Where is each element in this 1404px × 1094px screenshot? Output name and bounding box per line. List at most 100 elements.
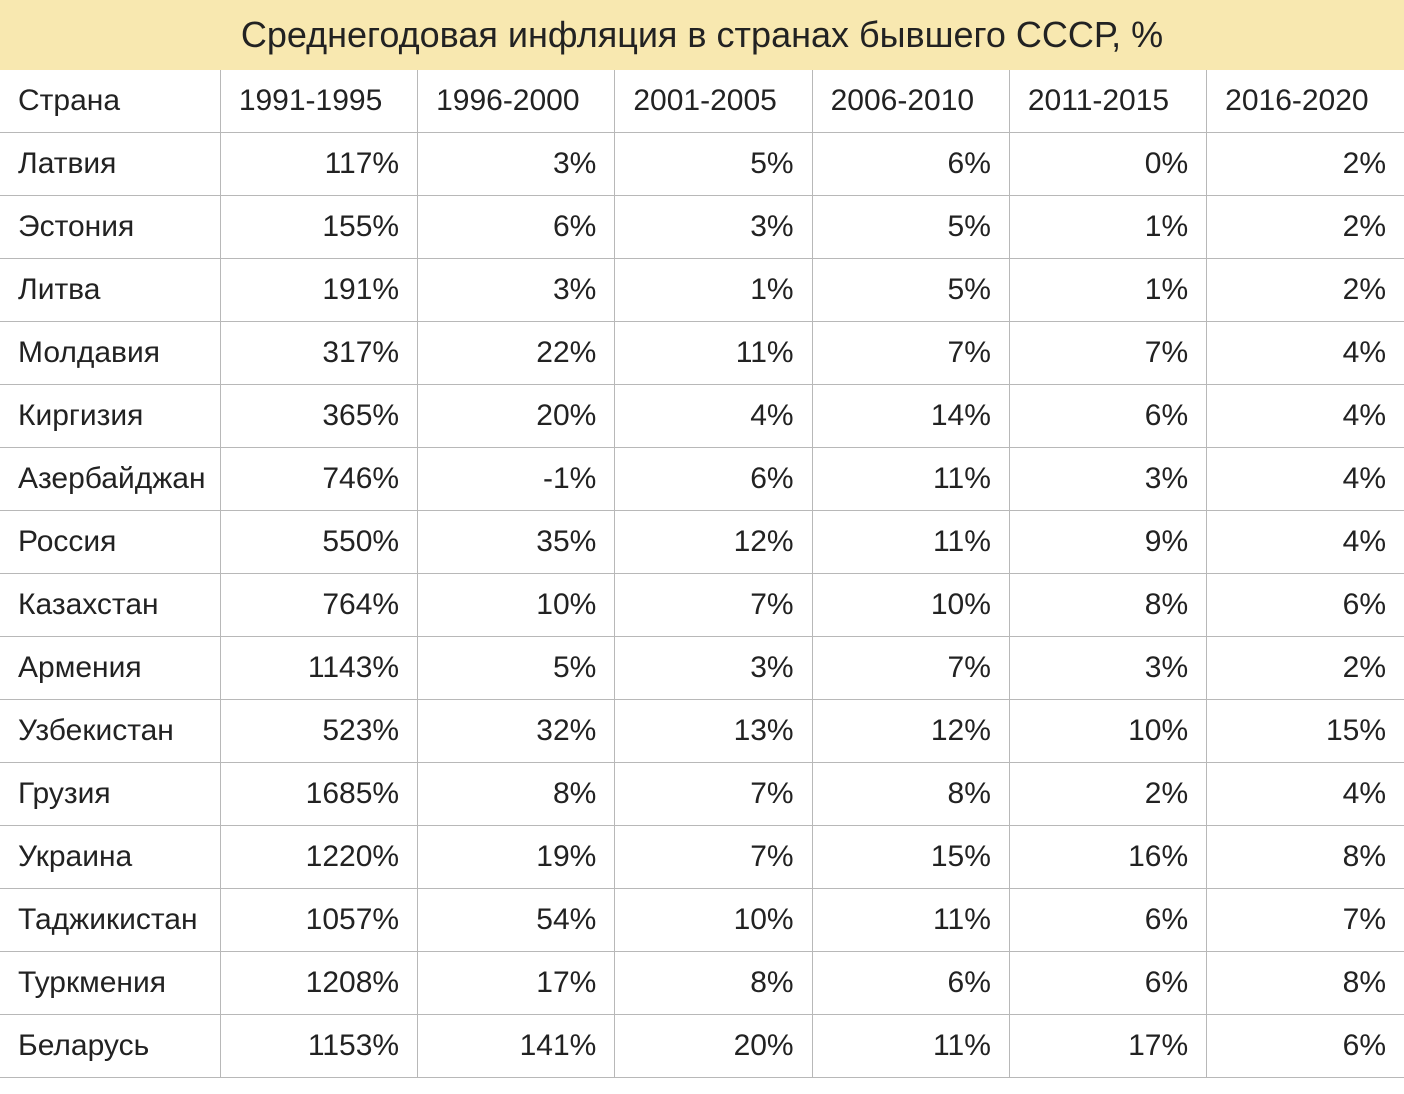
- table-row: Таджикистан1057%54%10%11%6%7%: [0, 889, 1404, 952]
- value-cell: 12%: [615, 511, 812, 574]
- value-cell: 4%: [1207, 448, 1404, 511]
- country-cell: Россия: [0, 511, 220, 574]
- value-cell: 35%: [418, 511, 615, 574]
- value-cell: 5%: [418, 637, 615, 700]
- value-cell: 1%: [615, 259, 812, 322]
- value-cell: 8%: [812, 763, 1009, 826]
- value-cell: 3%: [1009, 637, 1206, 700]
- value-cell: 1685%: [220, 763, 417, 826]
- value-cell: 3%: [1009, 448, 1206, 511]
- value-cell: 10%: [418, 574, 615, 637]
- value-cell: 2%: [1207, 196, 1404, 259]
- header-period: 2011-2015: [1009, 70, 1206, 133]
- value-cell: 17%: [418, 952, 615, 1015]
- country-cell: Украина: [0, 826, 220, 889]
- value-cell: 10%: [615, 889, 812, 952]
- value-cell: 6%: [812, 952, 1009, 1015]
- value-cell: 6%: [812, 133, 1009, 196]
- value-cell: 9%: [1009, 511, 1206, 574]
- country-cell: Туркмения: [0, 952, 220, 1015]
- country-cell: Молдавия: [0, 322, 220, 385]
- value-cell: 8%: [1009, 574, 1206, 637]
- value-cell: 2%: [1009, 763, 1206, 826]
- country-cell: Казахстан: [0, 574, 220, 637]
- value-cell: 4%: [615, 385, 812, 448]
- value-cell: 1208%: [220, 952, 417, 1015]
- table-row: Узбекистан523%32%13%12%10%15%: [0, 700, 1404, 763]
- value-cell: 4%: [1207, 763, 1404, 826]
- value-cell: 2%: [1207, 259, 1404, 322]
- table-row: Армения1143%5%3%7%3%2%: [0, 637, 1404, 700]
- value-cell: 11%: [615, 322, 812, 385]
- value-cell: 1057%: [220, 889, 417, 952]
- value-cell: 317%: [220, 322, 417, 385]
- value-cell: 3%: [615, 196, 812, 259]
- value-cell: -1%: [418, 448, 615, 511]
- header-period: 2006-2010: [812, 70, 1009, 133]
- value-cell: 764%: [220, 574, 417, 637]
- table-row: Эстония155%6%3%5%1%2%: [0, 196, 1404, 259]
- country-cell: Латвия: [0, 133, 220, 196]
- header-period: 2001-2005: [615, 70, 812, 133]
- header-country: Страна: [0, 70, 220, 133]
- value-cell: 19%: [418, 826, 615, 889]
- header-period: 2016-2020: [1207, 70, 1404, 133]
- value-cell: 3%: [418, 133, 615, 196]
- header-period: 1991-1995: [220, 70, 417, 133]
- value-cell: 6%: [1009, 385, 1206, 448]
- value-cell: 20%: [418, 385, 615, 448]
- table-row: Киргизия365%20%4%14%6%4%: [0, 385, 1404, 448]
- value-cell: 4%: [1207, 511, 1404, 574]
- value-cell: 6%: [1009, 952, 1206, 1015]
- value-cell: 5%: [615, 133, 812, 196]
- value-cell: 7%: [1207, 889, 1404, 952]
- table-row: Латвия117%3%5%6%0%2%: [0, 133, 1404, 196]
- value-cell: 191%: [220, 259, 417, 322]
- value-cell: 1153%: [220, 1015, 417, 1078]
- value-cell: 12%: [812, 700, 1009, 763]
- value-cell: 20%: [615, 1015, 812, 1078]
- value-cell: 0%: [1009, 133, 1206, 196]
- table-row: Россия550%35%12%11%9%4%: [0, 511, 1404, 574]
- country-cell: Грузия: [0, 763, 220, 826]
- table-row: Литва191%3%1%5%1%2%: [0, 259, 1404, 322]
- value-cell: 8%: [418, 763, 615, 826]
- value-cell: 746%: [220, 448, 417, 511]
- country-cell: Таджикистан: [0, 889, 220, 952]
- value-cell: 1%: [1009, 196, 1206, 259]
- table-row: Туркмения1208%17%8%6%6%8%: [0, 952, 1404, 1015]
- value-cell: 54%: [418, 889, 615, 952]
- value-cell: 5%: [812, 196, 1009, 259]
- country-cell: Узбекистан: [0, 700, 220, 763]
- country-cell: Киргизия: [0, 385, 220, 448]
- value-cell: 2%: [1207, 637, 1404, 700]
- value-cell: 141%: [418, 1015, 615, 1078]
- value-cell: 10%: [812, 574, 1009, 637]
- value-cell: 6%: [418, 196, 615, 259]
- value-cell: 7%: [615, 574, 812, 637]
- value-cell: 11%: [812, 889, 1009, 952]
- value-cell: 7%: [615, 763, 812, 826]
- table-row: Грузия1685%8%7%8%2%4%: [0, 763, 1404, 826]
- value-cell: 17%: [1009, 1015, 1206, 1078]
- value-cell: 4%: [1207, 385, 1404, 448]
- table-title: Среднегодовая инфляция в странах бывшего…: [0, 0, 1404, 70]
- inflation-table: Страна 1991-1995 1996-2000 2001-2005 200…: [0, 70, 1404, 1078]
- value-cell: 16%: [1009, 826, 1206, 889]
- table-row: Беларусь1153%141%20%11%17%6%: [0, 1015, 1404, 1078]
- value-cell: 117%: [220, 133, 417, 196]
- value-cell: 15%: [1207, 700, 1404, 763]
- value-cell: 7%: [812, 322, 1009, 385]
- table-row: Молдавия317%22%11%7%7%4%: [0, 322, 1404, 385]
- value-cell: 11%: [812, 448, 1009, 511]
- value-cell: 8%: [1207, 952, 1404, 1015]
- value-cell: 2%: [1207, 133, 1404, 196]
- table-row: Украина1220%19%7%15%16%8%: [0, 826, 1404, 889]
- value-cell: 6%: [1207, 1015, 1404, 1078]
- value-cell: 6%: [1009, 889, 1206, 952]
- value-cell: 6%: [615, 448, 812, 511]
- value-cell: 6%: [1207, 574, 1404, 637]
- value-cell: 4%: [1207, 322, 1404, 385]
- value-cell: 8%: [615, 952, 812, 1015]
- value-cell: 1220%: [220, 826, 417, 889]
